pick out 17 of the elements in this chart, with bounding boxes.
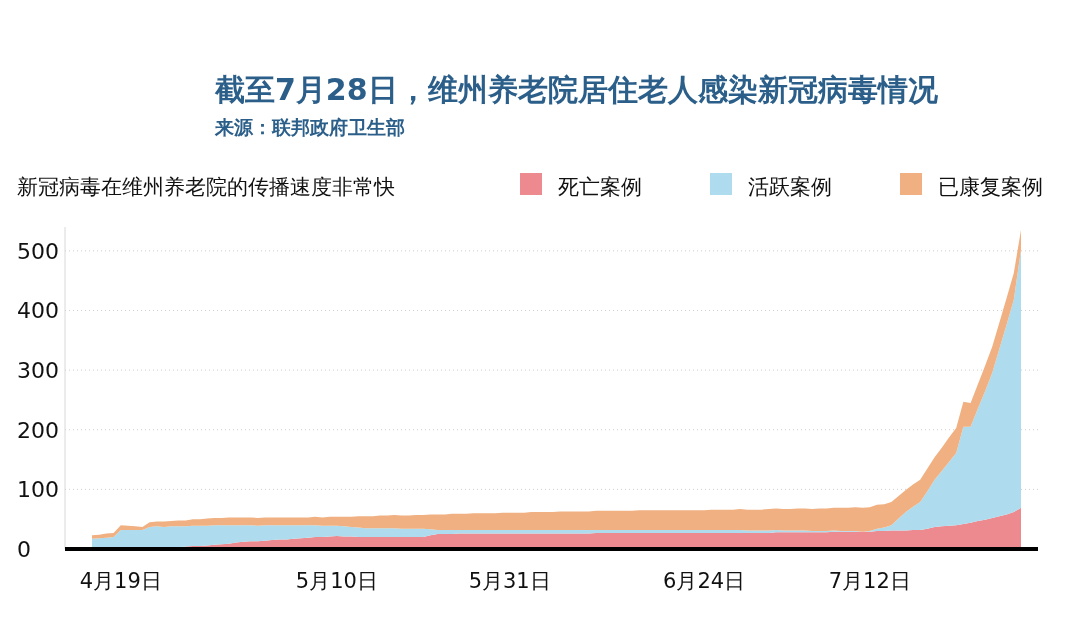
y-tick-label: 0 [17,537,31,562]
y-tick-label: 500 [17,238,59,264]
source-note: 来源：联邦政府卫生部 [214,116,405,138]
chart-title: 截至7月28日，维州养老院居住老人感染新冠病毒情况 [214,72,939,107]
legend-label: 已康复案例 [938,175,1043,199]
y-tick-label: 100 [17,477,59,503]
y-tick-label: 300 [17,358,59,384]
x-tick-label: 6月24日 [663,569,746,593]
x-tick-label: 5月10日 [295,569,378,593]
legend-label: 死亡案例 [558,175,642,199]
y-tick-label: 200 [17,417,59,443]
chart-subtitle: 新冠病毒在维州养老院的传播速度非常快 [17,175,395,199]
x-tick-label: 4月19日 [79,569,162,593]
legend-label: 活跃案例 [748,175,832,199]
x-tick-label: 7月12日 [828,569,911,593]
y-tick-label: 400 [17,298,59,324]
x-tick-label: 5月31日 [468,569,551,593]
